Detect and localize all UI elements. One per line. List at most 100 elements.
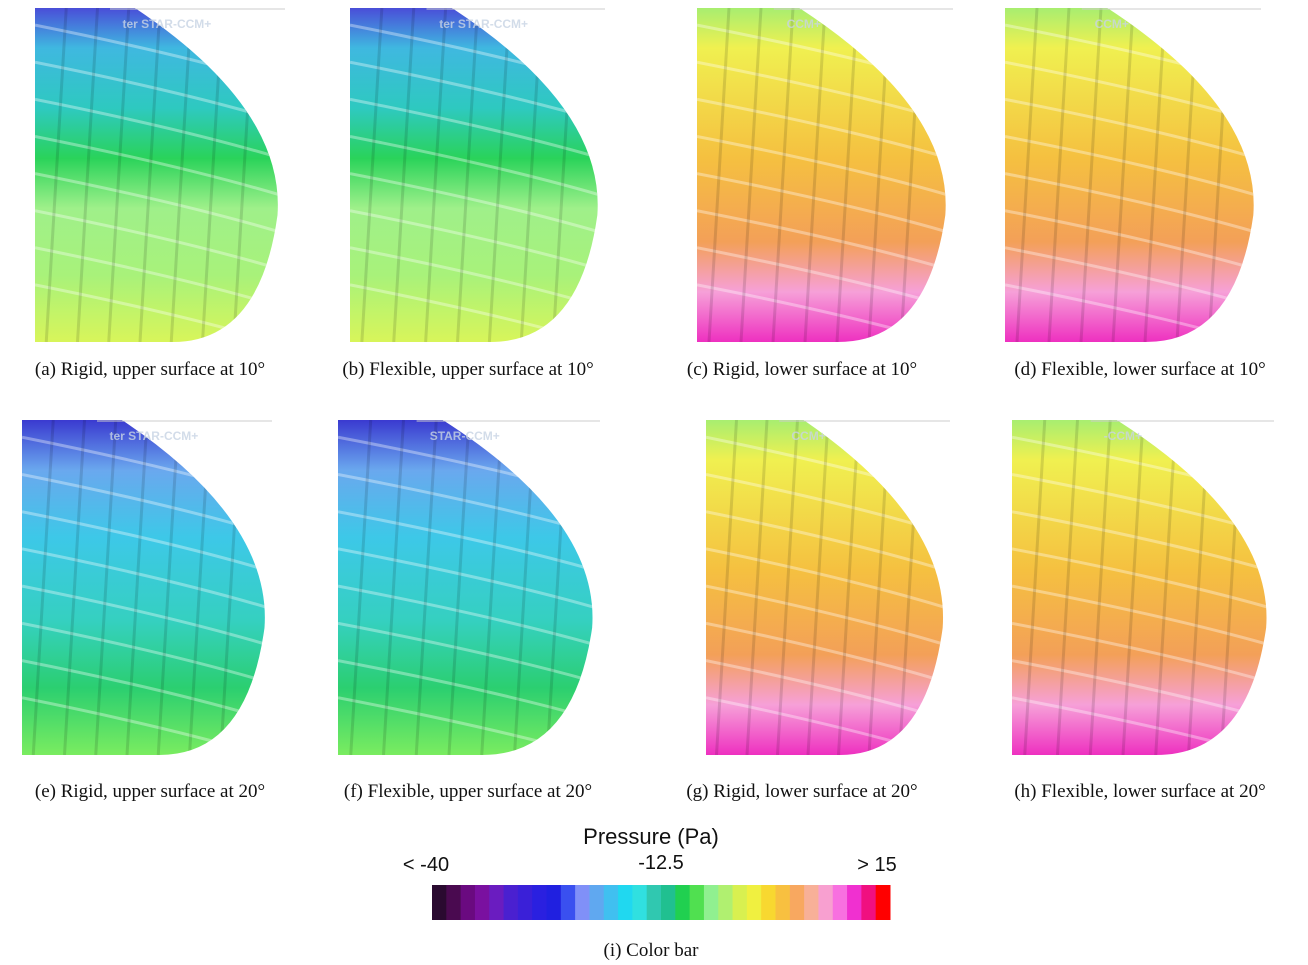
- rib: [707, 8, 731, 342]
- rib: [35, 97, 278, 161]
- colorbar-swatch: [646, 885, 662, 920]
- panel-image: [338, 420, 593, 755]
- rib: [1079, 8, 1103, 342]
- colorbar-swatch: [460, 885, 476, 920]
- colorbar-swatch: [446, 885, 462, 920]
- colorbar-min-label: < -40: [403, 854, 449, 876]
- colorbar-swatch: [560, 885, 576, 920]
- colorbar-swatch: [489, 885, 505, 920]
- colorbar-swatch: [474, 885, 490, 920]
- rib: [739, 8, 763, 342]
- panel-caption: (b) Flexible, upper surface at 10°: [342, 359, 593, 380]
- rib: [697, 172, 946, 235]
- panel-image: [697, 8, 946, 342]
- rib: [1005, 97, 1254, 161]
- colorbar-swatch: [432, 885, 447, 920]
- rib: [349, 420, 373, 755]
- panel-image: [1012, 420, 1267, 755]
- rib: [63, 420, 86, 755]
- rib: [715, 420, 738, 755]
- rib: [776, 420, 799, 755]
- watermark: CCM+: [1095, 17, 1129, 31]
- rib: [424, 8, 448, 342]
- colorbar-caption: (i) Color bar: [604, 940, 700, 961]
- rib: [22, 510, 265, 574]
- rib: [35, 172, 278, 235]
- watermark: -CCM+: [1104, 429, 1142, 443]
- panel-caption: (f) Flexible, upper surface at 20°: [344, 781, 592, 802]
- rib: [837, 420, 860, 755]
- rib: [338, 584, 593, 648]
- rib: [706, 547, 944, 611]
- colorbar-swatch: [746, 885, 762, 920]
- rib: [697, 134, 946, 198]
- rib: [1154, 420, 1178, 755]
- colorbar-swatch: [761, 885, 776, 920]
- panel-image: [706, 420, 944, 755]
- colorbar-swatch: [832, 885, 848, 920]
- rib: [697, 97, 946, 161]
- rib: [156, 420, 180, 755]
- rib: [35, 209, 278, 273]
- rib: [1088, 420, 1112, 755]
- rib: [1121, 420, 1145, 755]
- rib: [350, 134, 598, 198]
- rib: [1047, 8, 1071, 342]
- rib: [338, 621, 593, 685]
- rib: [1012, 547, 1267, 611]
- colorbar-swatch: [618, 885, 633, 920]
- rib: [745, 420, 769, 755]
- rib: [360, 8, 384, 342]
- rib: [706, 584, 944, 648]
- colorbar-swatch: [818, 885, 834, 920]
- watermark: ter STAR-CCM+: [110, 429, 199, 443]
- rib: [1005, 209, 1254, 273]
- rib: [125, 420, 149, 755]
- colorbar-mid-label: -12.5: [638, 852, 684, 874]
- rib: [1005, 172, 1254, 235]
- rib: [706, 621, 944, 685]
- panel-caption: (e) Rigid, upper surface at 20°: [35, 781, 265, 802]
- watermark: ter STAR-CCM+: [439, 17, 528, 31]
- rib: [1005, 134, 1254, 198]
- rib: [35, 134, 278, 198]
- watermark: CCM+: [791, 429, 825, 443]
- colorbar-swatch: [804, 885, 819, 920]
- panel-caption: (g) Rigid, lower surface at 20°: [686, 781, 917, 802]
- watermark: STAR-CCM+: [430, 429, 500, 443]
- rib: [835, 8, 859, 342]
- colorbar-swatch: [632, 885, 648, 920]
- watermark: CCM+: [787, 17, 821, 31]
- panel-caption: (h) Flexible, lower surface at 20°: [1014, 781, 1265, 802]
- rib: [169, 8, 193, 342]
- rib: [1012, 510, 1267, 574]
- colorbar-swatch: [789, 885, 805, 920]
- rib: [31, 420, 55, 755]
- rib: [1143, 8, 1167, 342]
- colorbar-swatch: [675, 885, 691, 920]
- rib: [771, 8, 795, 342]
- rib: [94, 420, 118, 755]
- colorbar-max-label: > 15: [857, 854, 896, 876]
- rib: [76, 8, 99, 342]
- colorbar-swatch: [732, 885, 748, 920]
- colorbar-swatch: [689, 885, 705, 920]
- colorbar-swatch: [718, 885, 734, 920]
- colorbar-swatch: [603, 885, 619, 920]
- rib: [803, 8, 827, 342]
- colorbar-swatch: [775, 885, 791, 920]
- rib: [392, 8, 416, 342]
- rib: [107, 8, 131, 342]
- rib: [1015, 8, 1039, 342]
- rib: [22, 621, 265, 685]
- rib: [338, 547, 593, 611]
- colorbar-swatch: [546, 885, 562, 920]
- colorbar-swatch: [861, 885, 877, 920]
- rib: [382, 420, 405, 755]
- panel-image: [35, 8, 278, 342]
- rib: [487, 8, 511, 342]
- rib: [138, 8, 162, 342]
- rib: [1012, 621, 1267, 685]
